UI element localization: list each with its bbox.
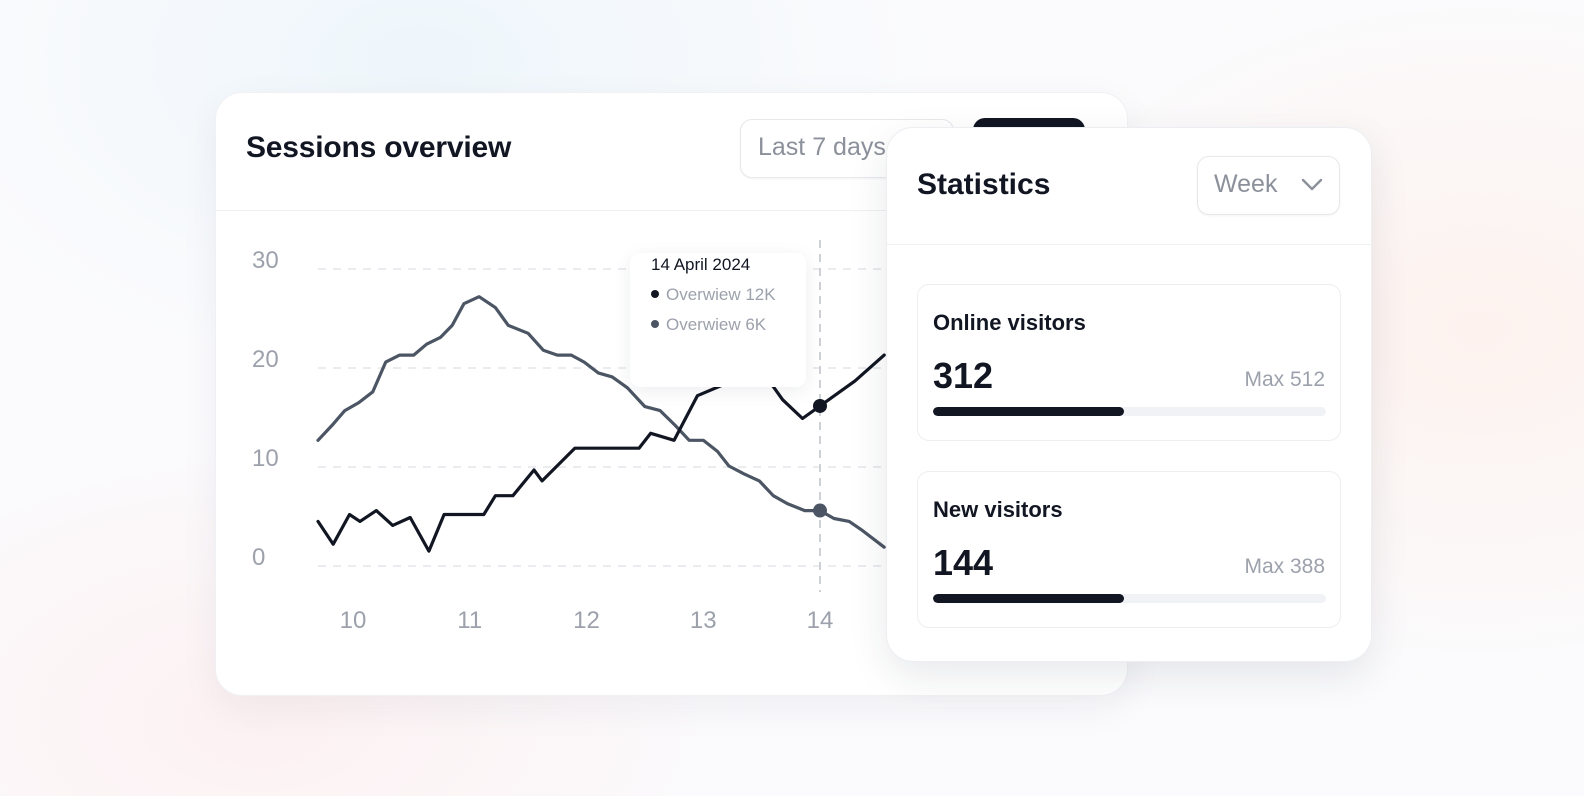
x-tick-label: 13: [690, 607, 717, 634]
metric-progress-track: [933, 407, 1326, 416]
statistics-header: Statistics Week: [887, 128, 1371, 245]
metric-value: 312: [933, 355, 994, 396]
series-1-dot-icon: [651, 290, 659, 298]
x-tick-label: 12: [573, 607, 600, 634]
metric-progress-track: [933, 594, 1326, 603]
y-tick-label: 20: [252, 346, 279, 373]
metric-max: Max 388: [1244, 555, 1325, 578]
chart-tooltip: 14 April 2024 Overwiew 12K Overwiew 6K: [630, 253, 806, 387]
metric-label: New visitors: [933, 497, 1063, 522]
highlight-point-1: [813, 503, 827, 518]
y-tick-label: 0: [252, 544, 265, 571]
chevron-down-icon: [1301, 178, 1323, 191]
sessions-title: Sessions overview: [246, 131, 512, 164]
tooltip-row-label: Overwiew 12K: [666, 285, 776, 304]
metric-progress-fill: [933, 594, 1124, 603]
metric-progress-fill: [933, 407, 1124, 416]
tooltip-row-series-1: Overwiew 12K: [651, 285, 776, 305]
tooltip-row-label: Overwiew 6K: [666, 315, 767, 334]
metric-value: 144: [933, 542, 994, 583]
y-axis-ticks: 30 20 10 0: [252, 247, 279, 571]
series-2-dot-icon: [651, 320, 659, 328]
y-tick-label: 30: [252, 247, 279, 274]
online-visitors-card: Online visitors 312 Max 512: [917, 284, 1341, 441]
series-line-1: [316, 295, 886, 549]
new-visitors-card: New visitors 144 Max 388: [917, 471, 1341, 628]
x-tick-label: 14: [807, 607, 834, 634]
metric-max: Max 512: [1244, 368, 1325, 391]
highlight-point-2: [813, 398, 827, 413]
tooltip-row-series-2: Overwiew 6K: [651, 315, 766, 335]
statistics-title: Statistics: [917, 168, 1051, 201]
x-tick-label: 11: [457, 607, 482, 634]
metric-label: Online visitors: [933, 310, 1086, 335]
tooltip-date: 14 April 2024: [651, 255, 751, 274]
statistics-card: Statistics Week Online visitors 312 Max …: [887, 128, 1371, 661]
period-select[interactable]: Week: [1197, 156, 1340, 215]
y-tick-label: 10: [252, 445, 279, 472]
period-select-value: Week: [1214, 170, 1278, 198]
x-tick-label: 10: [340, 607, 367, 634]
x-axis-ticks: 10 11 12 13 14: [340, 607, 834, 634]
chart-grid: [318, 240, 1127, 592]
